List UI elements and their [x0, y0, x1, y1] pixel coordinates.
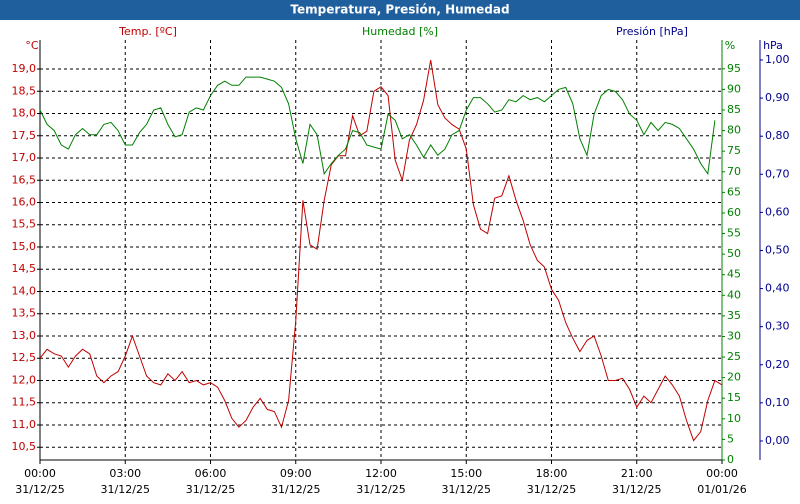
y3-tick-label: 0,90: [765, 91, 790, 104]
x-tick-date: 01/01/26: [697, 483, 746, 496]
legend-entry: Humedad [%]: [362, 25, 438, 38]
x-tick-label: 06:00: [195, 467, 227, 480]
x-tick-label: 09:00: [280, 467, 312, 480]
y3-tick-label: 0,40: [765, 282, 790, 295]
y2-axis-label: %: [725, 39, 735, 52]
y2-tick-label: 80: [727, 124, 741, 137]
data-line: [39, 60, 723, 442]
y-axis-label: °C: [25, 39, 39, 52]
x-tick-label: 12:00: [365, 467, 397, 480]
y2-tick-label: 20: [727, 371, 741, 384]
y-tick-label: 15,5: [12, 218, 37, 231]
y-tick-label: 18,0: [12, 107, 37, 120]
y2-tick-label: 35: [727, 309, 741, 322]
y2-tick-label: 85: [727, 103, 741, 116]
y-tick-label: 14,0: [12, 284, 37, 297]
y3-tick-label: 0,60: [765, 205, 790, 218]
chart-title: Temperatura, Presión, Humedad: [290, 3, 509, 17]
y2-tick-label: 65: [727, 185, 741, 198]
y2-tick-label: 30: [727, 329, 741, 342]
y2-tick-label: 70: [727, 165, 741, 178]
y3-axis-label: hPa: [763, 39, 783, 52]
y-tick-label: 16,0: [12, 196, 37, 209]
x-tick-date: 31/12/25: [527, 483, 576, 496]
y-tick-label: 19,0: [12, 62, 37, 75]
y3-tick-label: 0,10: [765, 396, 790, 409]
y-tick-label: 12,5: [12, 351, 37, 364]
x-tick-label: 18:00: [536, 467, 568, 480]
x-tick-label: 15:00: [450, 467, 482, 480]
title-bar: [0, 0, 800, 20]
y-tick-label: 13,5: [12, 307, 37, 320]
y-tick-label: 14,5: [12, 262, 37, 275]
y3-tick-label: 0,80: [765, 129, 790, 142]
y2-tick-label: 50: [727, 247, 741, 260]
x-tick-label: 00:00: [706, 467, 738, 480]
y-tick-label: 17,0: [12, 151, 37, 164]
y-tick-label: 18,5: [12, 84, 37, 97]
y-tick-label: 16,5: [12, 173, 37, 186]
x-tick-label: 00:00: [24, 467, 56, 480]
y3-tick-label: 1,00: [765, 53, 790, 66]
x-tick-label: 21:00: [621, 467, 653, 480]
x-tick-date: 31/12/25: [612, 483, 661, 496]
y2-tick-label: 90: [727, 82, 741, 95]
y2-tick-label: 15: [727, 391, 741, 404]
y3-tick-label: 0,30: [765, 320, 790, 333]
y-tick-label: 11,5: [12, 396, 37, 409]
y2-tick-label: 45: [727, 268, 741, 281]
y3-tick-label: 0,00: [765, 434, 790, 447]
y-tick-label: 12,0: [12, 373, 37, 386]
data-line: [39, 76, 716, 176]
x-tick-label: 03:00: [109, 467, 141, 480]
y2-tick-label: 60: [727, 206, 741, 219]
x-tick-date: 31/12/25: [356, 483, 405, 496]
y-tick-label: 15,0: [12, 240, 37, 253]
y2-tick-label: 5: [727, 432, 734, 445]
y-tick-label: 17,5: [12, 129, 37, 142]
y2-tick-label: 55: [727, 227, 741, 240]
y2-tick-label: 25: [727, 350, 741, 363]
y2-tick-label: 0: [727, 453, 734, 466]
x-tick-date: 31/12/25: [101, 483, 150, 496]
y2-tick-label: 10: [727, 412, 741, 425]
y-tick-label: 11,0: [12, 418, 37, 431]
y2-tick-label: 95: [727, 62, 741, 75]
legend-entry: Presión [hPa]: [616, 25, 688, 38]
y3-tick-label: 0,20: [765, 358, 790, 371]
legend-entry: Temp. [ºC]: [118, 25, 177, 38]
y-tick-label: 13,0: [12, 329, 37, 342]
y2-tick-label: 40: [727, 288, 741, 301]
y-tick-label: 10,5: [12, 440, 37, 453]
x-tick-date: 31/12/25: [442, 483, 491, 496]
y2-tick-label: 75: [727, 144, 741, 157]
y3-tick-label: 0,70: [765, 167, 790, 180]
x-tick-date: 31/12/25: [271, 483, 320, 496]
y3-tick-label: 0,50: [765, 243, 790, 256]
x-tick-date: 31/12/25: [15, 483, 64, 496]
x-tick-date: 31/12/25: [186, 483, 235, 496]
